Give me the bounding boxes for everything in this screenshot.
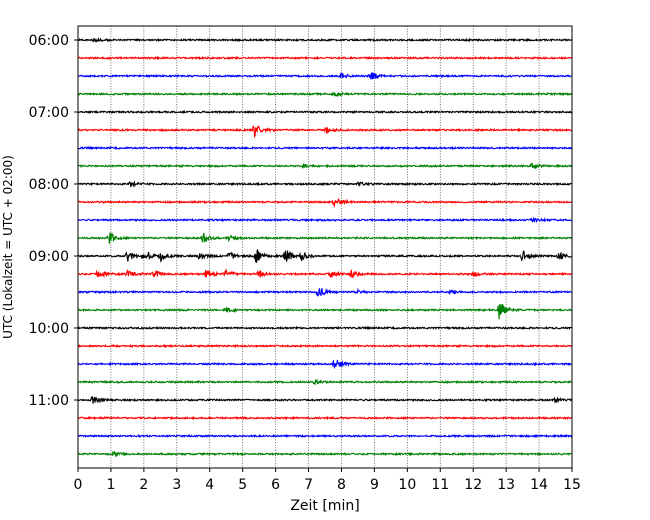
seismogram-trace-1115 (77, 415, 573, 421)
x-axis-label: Zeit [min] (290, 498, 359, 514)
seismogram-trace-0900 (77, 249, 573, 263)
seismogram-trace-1000 (77, 325, 573, 331)
y-axis-label: UTC (Lokalzeit = UTC + 02:00) (1, 155, 15, 339)
x-tick-label: 14 (530, 477, 548, 493)
plot-frame (77, 25, 573, 469)
seismogram-trace-0800 (77, 180, 573, 188)
x-tick-label: 6 (271, 477, 280, 493)
seismogram-trace-1145 (77, 450, 573, 458)
seismogram-trace-0915 (77, 268, 573, 279)
y-tick-label: 11:00 (29, 393, 69, 409)
seismogram-trace-0745 (77, 162, 573, 170)
seismogram-trace-0845 (77, 232, 573, 244)
seismogram-trace-1030 (77, 359, 573, 370)
tick-layer: 0 1 2 3 4 5 6 7 8 9 10 11 12 13 14 1506:0007:0008:0009:… (29, 33, 581, 493)
x-tick-label: 3 (172, 477, 181, 493)
seismogram-trace-0615 (77, 55, 573, 61)
seismogram-trace-0645 (77, 91, 573, 98)
seismogram-trace-0730 (77, 145, 573, 151)
seismogram-trace-1100 (77, 395, 573, 404)
y-tick-label: 09:00 (29, 249, 69, 265)
seismogram-trace-0715 (77, 125, 573, 139)
x-tick-label: 15 (563, 477, 581, 493)
seismogram-trace-0815 (77, 197, 573, 208)
seismogram-trace-0930 (77, 287, 573, 297)
y-tick-label: 08:00 (29, 177, 69, 193)
y-tick-label: 10:00 (29, 321, 69, 337)
seismogram-trace-0700 (77, 109, 573, 115)
x-tick-label: 10 (398, 477, 416, 493)
grid-layer (110, 26, 540, 468)
x-tick-label: 4 (205, 477, 214, 493)
x-tick-label: 1 (106, 477, 115, 493)
seismogram-trace-1130 (77, 433, 573, 439)
seismogram-trace-0945 (77, 304, 573, 320)
y-tick-label: 06:00 (29, 33, 69, 49)
seismogram-trace-1015 (77, 343, 573, 349)
seismogram-trace-0600 (77, 36, 573, 43)
seismogram-trace-0830 (77, 216, 573, 224)
x-tick-label: 0 (74, 477, 83, 493)
x-tick-label: 11 (431, 477, 449, 493)
x-tick-label: 13 (497, 477, 515, 493)
x-tick-label: 2 (139, 477, 148, 493)
y-tick-label: 07:00 (29, 105, 69, 121)
x-tick-label: 7 (304, 477, 313, 493)
x-tick-label: 8 (337, 477, 346, 493)
x-tick-label: 5 (238, 477, 247, 493)
x-tick-label: 12 (464, 477, 482, 493)
seismogram-trace-1045 (77, 378, 573, 386)
x-tick-label: 9 (370, 477, 379, 493)
seismogram-trace-0630 (77, 72, 573, 80)
trace-layer (77, 36, 573, 458)
